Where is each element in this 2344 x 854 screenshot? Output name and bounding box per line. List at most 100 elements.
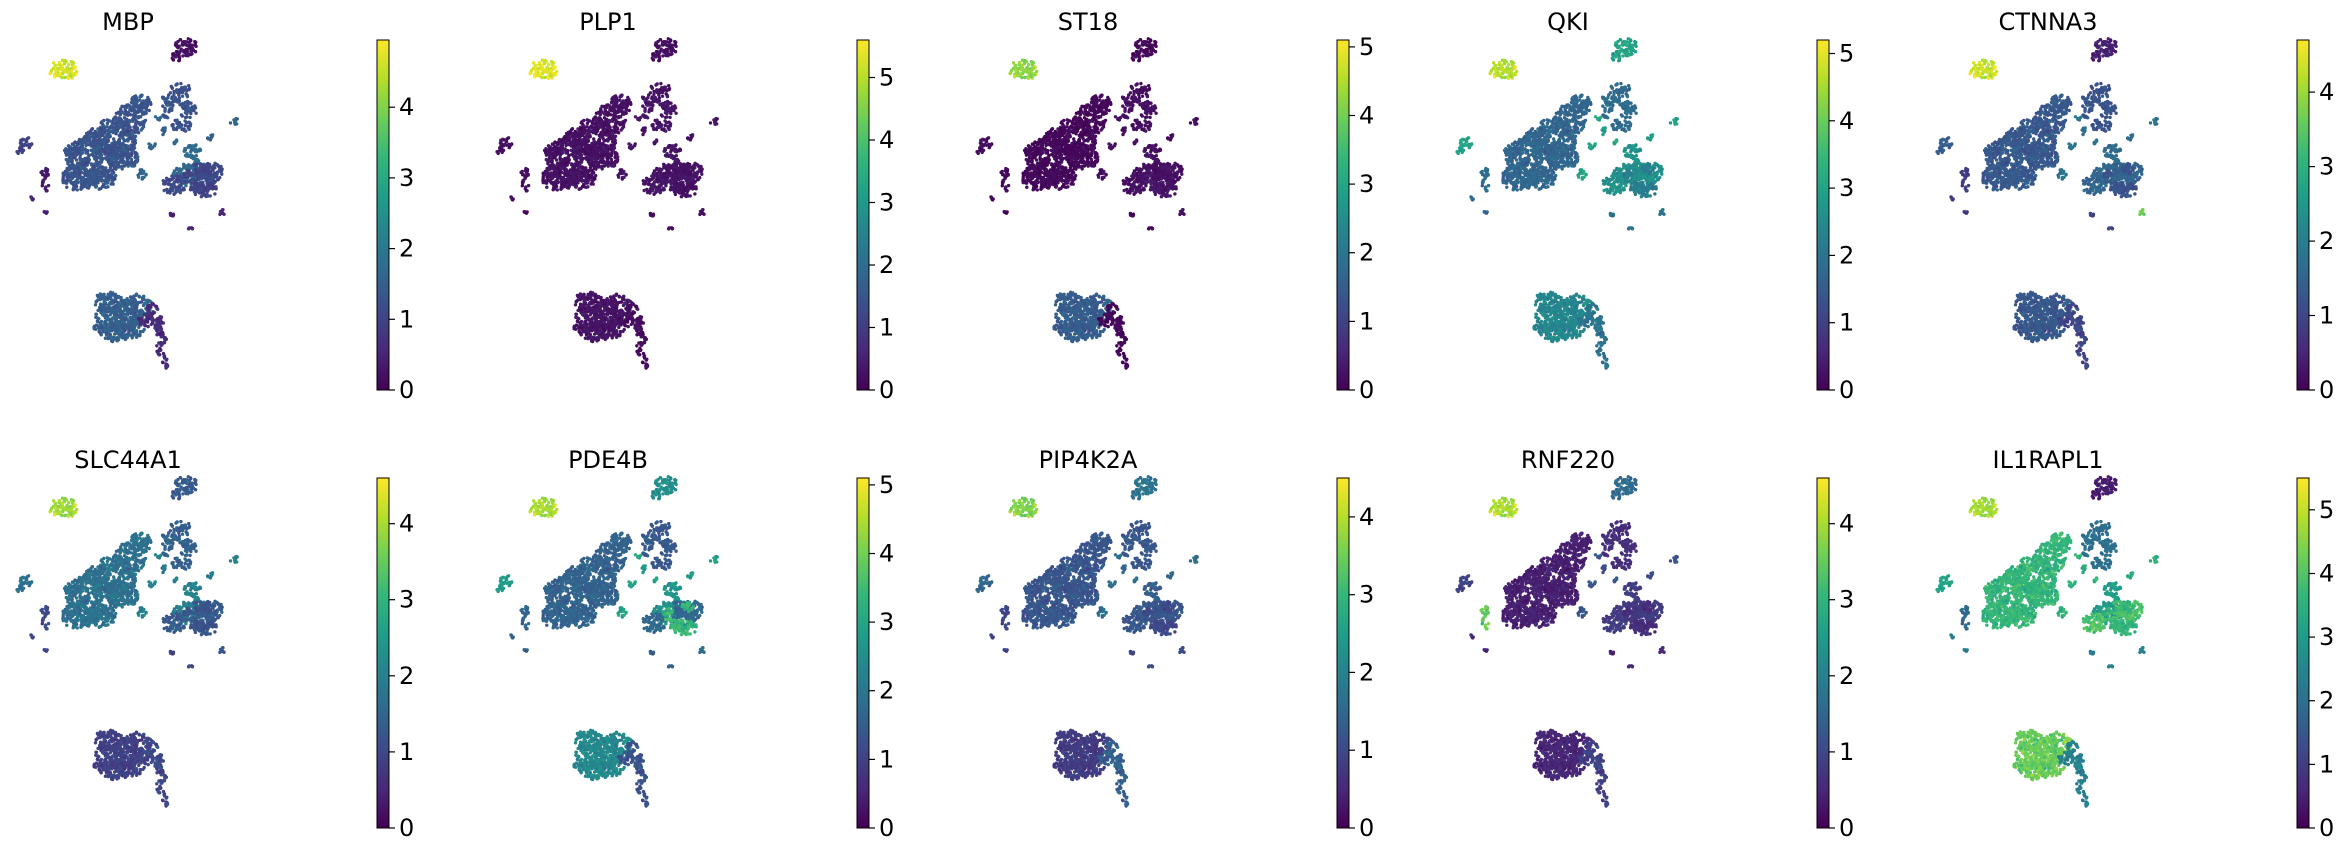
- cell-point: [182, 149, 187, 153]
- cell-point: [604, 162, 609, 167]
- cell-point: [142, 175, 146, 179]
- cell-point: [171, 52, 176, 56]
- cell-point: [665, 115, 669, 119]
- cell-point: [573, 129, 577, 134]
- cell-point: [93, 148, 97, 152]
- cell-point: [605, 138, 610, 142]
- cell-point: [114, 173, 118, 178]
- cell-point: [155, 329, 159, 333]
- cell-point: [137, 294, 141, 298]
- cell-point: [179, 113, 184, 117]
- cell-point: [189, 52, 193, 57]
- cell-point: [228, 121, 233, 125]
- cell-point: [550, 147, 554, 152]
- cell-point: [573, 148, 577, 152]
- cell-point: [139, 321, 144, 325]
- cell-point: [591, 149, 596, 153]
- cell-point: [202, 169, 207, 174]
- cell-point: [179, 125, 183, 129]
- cell-point: [65, 185, 69, 189]
- cell-point: [203, 187, 207, 191]
- cell-point: [674, 143, 678, 147]
- cell-point: [112, 177, 117, 181]
- cell-point: [175, 177, 179, 181]
- cell-point: [85, 142, 90, 146]
- cell-point: [665, 88, 669, 93]
- cell-point: [555, 181, 560, 185]
- cell-point: [610, 131, 615, 136]
- cell-point: [126, 103, 130, 107]
- cell-point: [652, 181, 656, 185]
- cell-point: [172, 181, 176, 185]
- cell-point: [189, 39, 193, 43]
- cell-point: [87, 130, 92, 134]
- cell-point: [615, 127, 620, 131]
- cell-point: [124, 162, 129, 167]
- cell-point: [133, 121, 138, 126]
- cell-point: [130, 131, 135, 136]
- cell-point: [659, 47, 663, 51]
- cell-point: [667, 127, 671, 132]
- cell-point: [153, 326, 157, 330]
- cell-point: [176, 124, 180, 129]
- cell-point: [151, 311, 155, 315]
- cell-point: [233, 122, 237, 126]
- cell-point: [129, 143, 133, 147]
- cell-point: [561, 140, 565, 144]
- cell-point: [24, 138, 28, 142]
- cell-point: [133, 138, 137, 143]
- cell-point: [185, 88, 189, 93]
- cell-point: [129, 136, 134, 140]
- cell-point: [139, 308, 143, 312]
- cell-point: [63, 75, 67, 80]
- cell-point: [131, 104, 136, 109]
- cell-point: [49, 68, 54, 73]
- cell-point: [674, 111, 678, 115]
- cell-point: [585, 143, 589, 147]
- cell-point: [648, 178, 652, 183]
- cell-point: [102, 324, 107, 328]
- cell-point: [90, 135, 95, 139]
- cell-point: [163, 337, 167, 341]
- cell-point: [103, 327, 107, 332]
- cell-point: [194, 143, 198, 147]
- cell-point: [103, 137, 107, 142]
- cell-point: [621, 125, 626, 129]
- cell-point: [134, 130, 138, 134]
- cell-point: [80, 159, 85, 164]
- cell-point: [651, 122, 655, 127]
- cell-point: [188, 178, 193, 183]
- cell-point: [44, 185, 48, 190]
- cell-point: [103, 166, 108, 171]
- cell-point: [98, 162, 102, 166]
- cell-point: [181, 54, 185, 58]
- cell-point: [102, 173, 106, 177]
- cell-point: [181, 101, 185, 106]
- cell-point: [75, 152, 79, 156]
- cell-point: [67, 148, 71, 152]
- cell-point: [54, 69, 58, 74]
- cell-point: [659, 90, 664, 94]
- cell-point: [598, 122, 603, 126]
- cell-point: [543, 59, 547, 64]
- cell-point: [199, 183, 204, 187]
- cell-point: [117, 139, 122, 144]
- cell-point: [659, 171, 663, 175]
- cell-point: [583, 166, 588, 171]
- cell-point: [545, 166, 549, 171]
- cell-point: [626, 95, 630, 100]
- cell-point: [657, 97, 661, 102]
- cell-point: [183, 85, 188, 89]
- cell-point: [655, 177, 659, 181]
- cell-point: [646, 96, 650, 100]
- cell-point: [662, 149, 667, 153]
- cell-point: [220, 172, 224, 176]
- cell-point: [113, 332, 117, 336]
- cell-point: [57, 60, 62, 65]
- cell-point: [604, 118, 608, 122]
- cell-point: [163, 109, 167, 114]
- cell-point: [93, 173, 97, 177]
- cell-point: [107, 306, 111, 311]
